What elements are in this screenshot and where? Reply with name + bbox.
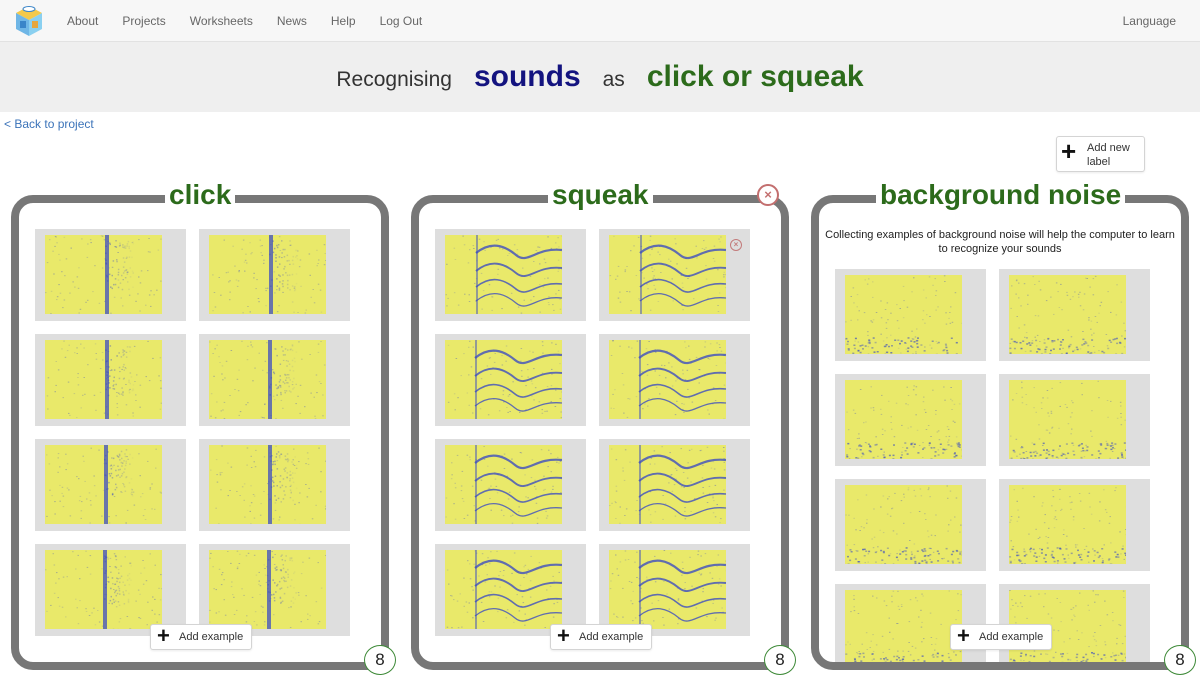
example-item[interactable]: [35, 334, 186, 426]
ml-logo-icon[interactable]: [14, 4, 44, 38]
nav-worksheets[interactable]: Worksheets: [189, 14, 253, 28]
example-item[interactable]: [435, 544, 586, 636]
example-item[interactable]: [435, 439, 586, 531]
spectrogram-image: [445, 550, 562, 629]
spectrogram-image: [45, 235, 162, 314]
example-item[interactable]: [35, 544, 186, 636]
example-item[interactable]: [599, 439, 750, 531]
banner-as: as: [602, 68, 625, 91]
spectrogram-image: [445, 235, 562, 314]
spectrogram-image: [609, 340, 726, 419]
spectrogram-image: [609, 445, 726, 524]
page-banner: Recognising sounds as click or squeak: [0, 42, 1200, 112]
spectrogram-image: [445, 445, 562, 524]
example-count-badge: 8: [364, 645, 396, 675]
example-item[interactable]: [435, 229, 586, 321]
example-item[interactable]: [199, 334, 350, 426]
spectrogram-image: [609, 550, 726, 629]
plus-icon: +: [557, 623, 570, 648]
example-item[interactable]: [35, 439, 186, 531]
spectrogram-image: [1009, 275, 1126, 354]
delete-label-icon[interactable]: ×: [757, 184, 779, 206]
back-to-project-link[interactable]: < Back to project: [4, 117, 94, 131]
nav-projects[interactable]: Projects: [122, 14, 166, 28]
spectrogram-image: [209, 340, 326, 419]
bucket-title-squeak: squeak: [548, 178, 653, 212]
banner-labels: click or squeak: [646, 60, 864, 93]
nav-links: About Projects Worksheets News Help Log …: [67, 0, 446, 42]
add-example-label: Add example: [979, 631, 1044, 643]
spectrogram-image: [209, 445, 326, 524]
example-item[interactable]: [835, 374, 986, 466]
example-item[interactable]: [999, 269, 1150, 361]
example-item[interactable]: [835, 584, 986, 662]
plus-icon: +: [957, 623, 970, 648]
add-example-label: Add example: [179, 631, 244, 643]
example-item[interactable]: [599, 334, 750, 426]
spectrogram-image: [1009, 485, 1126, 564]
background-noise-help: Collecting examples of background noise …: [825, 229, 1175, 255]
example-item[interactable]: [999, 479, 1150, 571]
example-item[interactable]: [199, 544, 350, 636]
spectrogram-image: [845, 590, 962, 662]
add-example-button[interactable]: + Add example: [550, 623, 653, 650]
add-example-label: Add example: [579, 631, 644, 643]
nav-logout[interactable]: Log Out: [379, 14, 423, 28]
bucket-title-click: click: [165, 178, 236, 212]
example-item[interactable]: [199, 439, 350, 531]
nav-language[interactable]: Language: [1122, 14, 1176, 28]
banner-type: sounds: [473, 60, 581, 93]
plus-icon: +: [157, 623, 170, 648]
bucket-title-noise: background noise: [876, 178, 1126, 212]
spectrogram-image: [209, 235, 326, 314]
example-item[interactable]: [435, 334, 586, 426]
spectrogram-image: [609, 235, 726, 314]
spectrogram-image: [209, 550, 326, 629]
add-new-label-text: Add new label: [1087, 142, 1130, 168]
spectrogram-image: [45, 550, 162, 629]
example-item[interactable]: ×: [599, 229, 750, 321]
bucket-noise: + Add example: [811, 195, 1189, 670]
bucket-click: + Add example: [11, 195, 389, 670]
bucket-squeak: × + Add example: [411, 195, 789, 670]
example-item[interactable]: [835, 479, 986, 571]
add-example-button[interactable]: + Add example: [150, 623, 253, 650]
banner-recognising: Recognising: [336, 68, 452, 91]
spectrogram-image: [845, 485, 962, 564]
example-item[interactable]: [999, 374, 1150, 466]
add-example-button[interactable]: + Add example: [950, 623, 1053, 650]
spectrogram-image: [845, 380, 962, 459]
example-item[interactable]: [199, 229, 350, 321]
page-title: Recognising sounds as click or squeak: [0, 42, 1200, 112]
nav-about[interactable]: About: [67, 14, 99, 28]
plus-icon: +: [1061, 136, 1077, 166]
example-count-badge: 8: [1164, 645, 1196, 675]
spectrogram-image: [845, 275, 962, 354]
spectrogram-image: [1009, 380, 1126, 459]
example-item[interactable]: [835, 269, 986, 361]
nav-news[interactable]: News: [276, 14, 307, 28]
example-item[interactable]: [599, 544, 750, 636]
example-count-badge: 8: [764, 645, 796, 675]
add-new-label-button[interactable]: + Add new label: [1056, 136, 1145, 172]
spectrogram-image: [45, 340, 162, 419]
spectrogram-image: [445, 340, 562, 419]
navbar: About Projects Worksheets News Help Log …: [0, 0, 1200, 42]
nav-help[interactable]: Help: [330, 14, 356, 28]
delete-example-icon[interactable]: ×: [730, 239, 742, 251]
example-item[interactable]: [35, 229, 186, 321]
spectrogram-image: [45, 445, 162, 524]
